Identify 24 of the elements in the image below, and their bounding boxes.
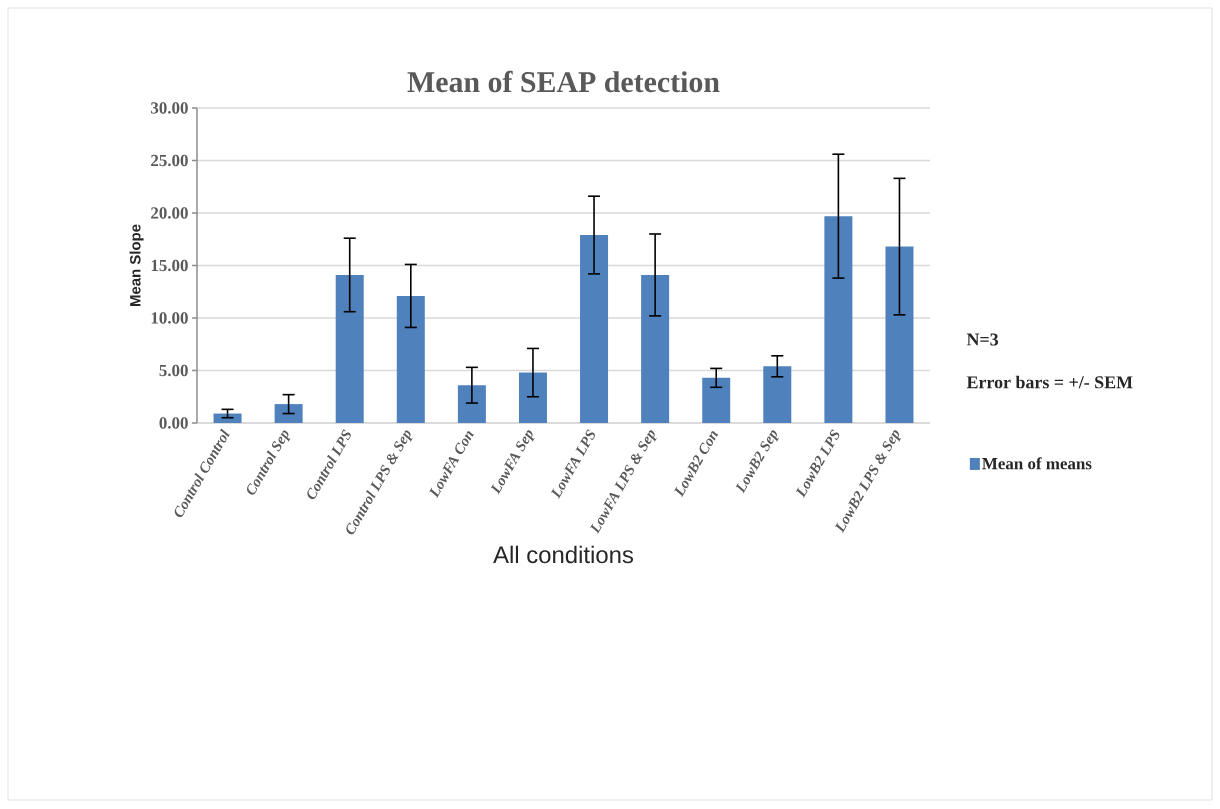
bar bbox=[885, 246, 914, 423]
y-tick-label: 10.00 bbox=[151, 312, 188, 324]
y-axis-title: Mean Slope bbox=[129, 224, 144, 307]
bar bbox=[580, 235, 609, 423]
bar bbox=[518, 372, 547, 423]
y-tick-label: 0.00 bbox=[159, 417, 188, 429]
chart-title: Mean of SEAP detection bbox=[407, 70, 720, 93]
y-tick-label: 5.00 bbox=[159, 364, 188, 377]
bar bbox=[763, 366, 792, 423]
y-tick-label: 15.00 bbox=[151, 259, 188, 272]
bar bbox=[335, 274, 364, 423]
bar bbox=[396, 295, 425, 423]
bar bbox=[824, 216, 853, 423]
y-tick-label: 30.00 bbox=[151, 102, 188, 114]
x-axis-title: All conditions bbox=[493, 545, 634, 564]
bar bbox=[457, 385, 486, 423]
y-tick-label: 25.00 bbox=[151, 154, 188, 167]
y-tick-label: 20.00 bbox=[151, 207, 188, 219]
legend-label: Mean of means bbox=[982, 457, 1092, 470]
bar bbox=[702, 377, 731, 423]
bar bbox=[274, 404, 303, 423]
bar bbox=[641, 274, 670, 423]
text: Error bars = +/- SEM bbox=[966, 375, 1133, 389]
text: N=3 bbox=[966, 333, 999, 346]
